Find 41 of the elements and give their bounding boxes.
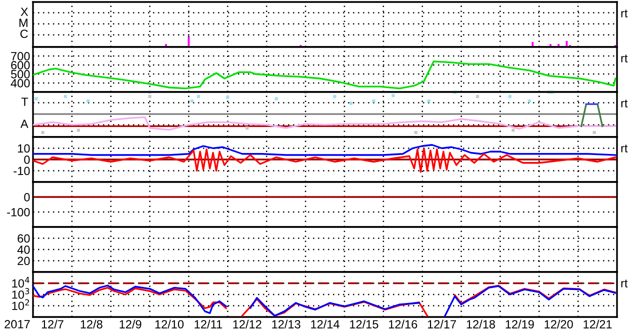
text: A xyxy=(20,120,28,128)
y-tick-label: 60 xyxy=(18,234,30,243)
x-tick-label: 12/10 xyxy=(155,320,184,328)
x-tick-label: 12/13 xyxy=(272,320,300,328)
y-tick-label: 20 xyxy=(18,256,30,266)
x-tick-label: 12/21 xyxy=(584,320,612,328)
x-tick-label: 12/18 xyxy=(466,320,495,328)
x-tick-label: 12/20 xyxy=(544,320,573,328)
x-tick-label: 12/17 xyxy=(428,320,456,328)
x-tick-label: 12/11 xyxy=(194,320,222,328)
text: X xyxy=(20,8,28,16)
x-tick-label: 12/7 xyxy=(42,320,64,328)
text: C xyxy=(20,30,28,38)
x-tick-label: 12/19 xyxy=(506,320,534,328)
x-axis-title: 2017 xyxy=(4,320,30,328)
x-tick-label: 12/16 xyxy=(388,320,418,328)
y-tick-label: -10 xyxy=(14,166,30,176)
text: rt xyxy=(621,144,628,152)
text: T xyxy=(21,98,28,106)
x-tick-label: 12/14 xyxy=(311,320,340,328)
x-tick-label: 12/9 xyxy=(120,320,142,328)
x-tick-label: 12/12 xyxy=(233,320,262,328)
y-tick-label: 0 xyxy=(24,156,30,164)
y-tick-label: 40 xyxy=(17,246,30,254)
y-tick-label: 10$^{4}$ xyxy=(12,276,30,288)
y-tick-label: 10$^{3}$ xyxy=(12,288,30,299)
x-tick-label: 12/15 xyxy=(350,320,378,328)
text: rt xyxy=(621,54,628,62)
y-tick-label: 600 xyxy=(11,61,30,70)
y-tick-label: 700 xyxy=(11,52,30,60)
text: rt xyxy=(621,280,628,288)
text: M xyxy=(19,18,28,27)
y-tick-label: 500 xyxy=(11,70,30,78)
y-tick-label: 400 xyxy=(10,79,30,88)
y-tick-label: 0 xyxy=(24,193,30,202)
text: rt xyxy=(621,100,628,108)
y-tick-label: -100 xyxy=(7,208,30,216)
x-tick-label: 12/8 xyxy=(80,320,102,328)
text: rt xyxy=(621,10,628,18)
y-tick-label: 10 xyxy=(18,144,30,153)
y-tick-label: 10$^{2}$ xyxy=(12,299,30,310)
